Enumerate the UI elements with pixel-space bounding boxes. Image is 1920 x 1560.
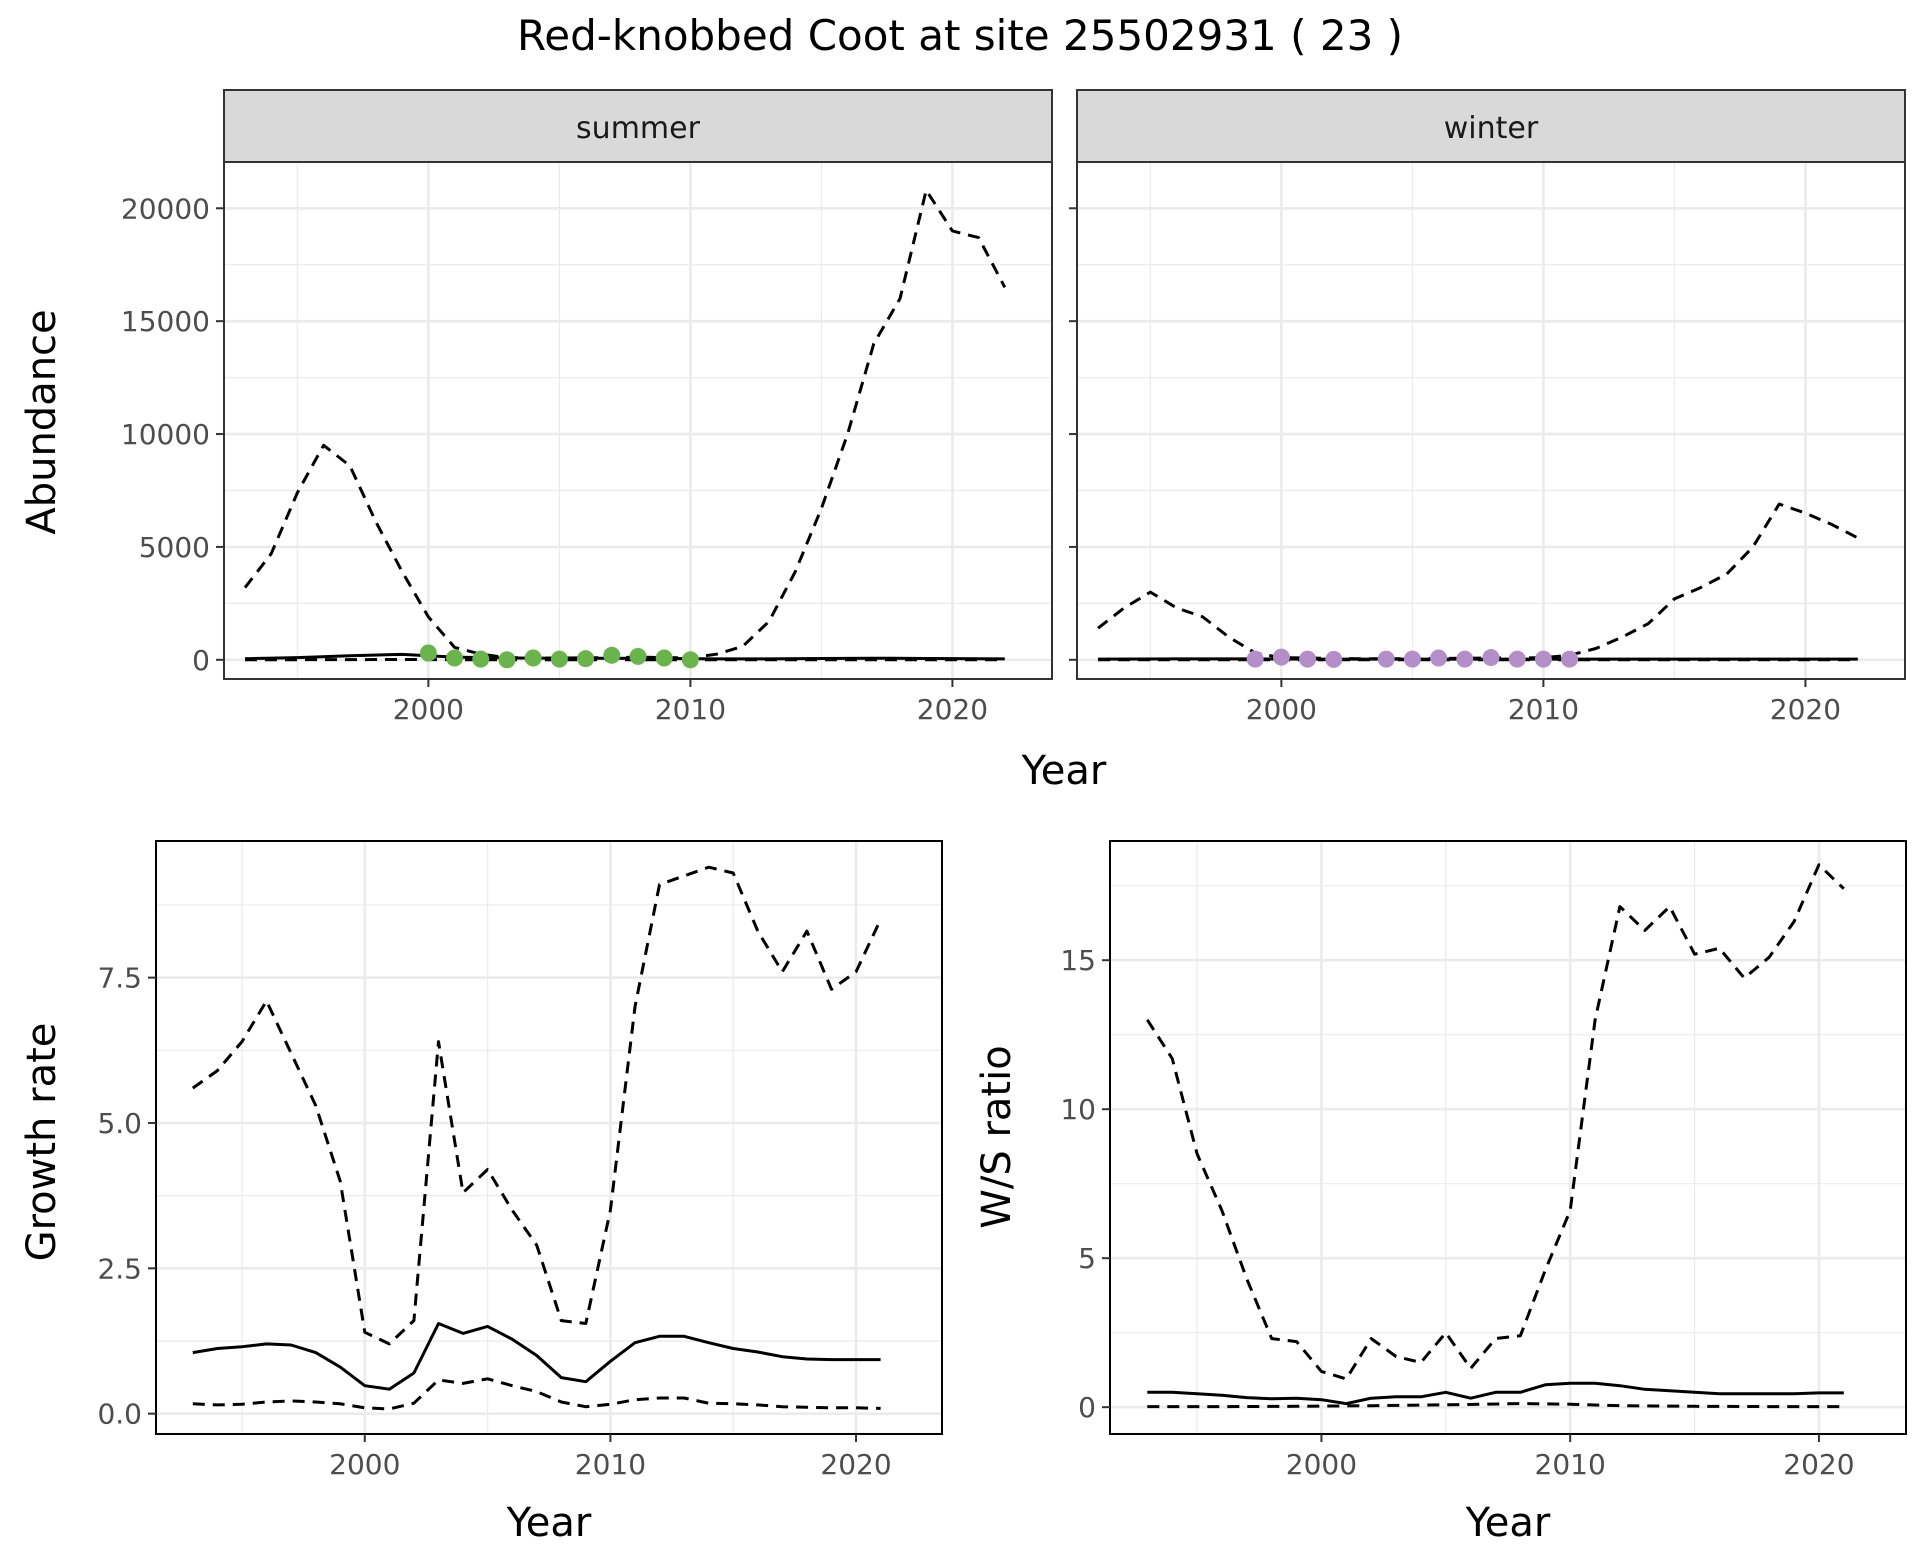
data-point <box>1377 650 1395 668</box>
strip-label-winter: winter <box>1444 111 1539 146</box>
x-tick-label: 2020 <box>1770 693 1841 726</box>
data-point <box>1534 650 1552 668</box>
chart-title: Red-knobbed Coot at site 25502931 ( 23 ) <box>517 11 1403 60</box>
data-point <box>655 649 673 667</box>
y-tick-label: 5.0 <box>97 1107 142 1140</box>
data-point <box>681 651 699 669</box>
ws-ratio-chart: 2000 2010 2020 0 5 10 15 Year W/S ratio <box>974 840 1907 1546</box>
x-tick-label: 2020 <box>917 693 988 726</box>
abundance-x-axis-title: Year <box>1021 748 1107 794</box>
panel-summer: summer 2000 2010 2020 0 5000 10000 15000 20000 <box>121 89 1053 726</box>
dashed-series-line-0 <box>243 188 1007 660</box>
growth-x-axis-title: Year <box>506 1500 592 1546</box>
strip-summer <box>223 89 1053 163</box>
y-tick-label: 5 <box>1078 1242 1096 1275</box>
dashed-series-line-0 <box>191 865 882 1346</box>
abundance-y-axis-title: Abundance <box>19 309 65 534</box>
y-tick-label: 0 <box>1078 1391 1096 1424</box>
y-tick-label: 15000 <box>121 305 210 338</box>
abundance-chart: summer 2000 2010 202005000100001500020000 … <box>19 89 1906 794</box>
panel-background <box>156 841 942 1434</box>
plot-area-ws-ratio: 2000 2010 2020 0 5 10 15 <box>1060 840 1907 1481</box>
plot-area-summer: 2000 2010 2020 0 5000 10000 15000 20000 <box>121 161 1053 726</box>
data-point <box>1508 650 1526 668</box>
y-tick-label: 10000 <box>121 418 210 451</box>
data-point <box>1482 649 1500 667</box>
y-tick-label: 2.5 <box>97 1252 142 1285</box>
growth-rate-chart: 2000 2010 2020 0.0 2.5 5.0 7.5 Year Growth rat… <box>19 840 943 1546</box>
y-tick-label: 0 <box>192 644 210 677</box>
strip-winter <box>1076 89 1906 163</box>
data-point <box>577 650 595 668</box>
data-point <box>550 650 568 668</box>
dashed-series-line-2 <box>192 1377 881 1411</box>
panel-background <box>1110 841 1906 1434</box>
x-tick-label: 2000 <box>393 693 464 726</box>
x-tick-label: 2010 <box>1535 1448 1606 1481</box>
ws-x-axis-title: Year <box>1465 1500 1551 1546</box>
y-tick-label: 20000 <box>121 192 210 225</box>
data-point <box>498 651 516 669</box>
data-point <box>472 650 490 668</box>
growth-y-axis-title: Growth rate <box>19 1023 65 1262</box>
panel-background <box>1077 162 1905 679</box>
x-tick-label: 2010 <box>1508 693 1579 726</box>
panel-border <box>223 161 1053 680</box>
data-point <box>1325 650 1343 668</box>
plot-area-growth: 2000 2010 2020 0.0 2.5 5.0 7.5 <box>97 840 943 1481</box>
panel-border <box>1109 840 1907 1435</box>
y-tick-label: 5000 <box>139 531 210 564</box>
solid-series-line-1 <box>192 1322 881 1391</box>
panel-winter: winter 2000 2010 2020 <box>1069 89 1906 726</box>
y-tick-label: 7.5 <box>97 962 142 995</box>
data-point <box>629 647 647 665</box>
data-point <box>1403 650 1421 668</box>
x-tick-label: 2020 <box>820 1448 891 1481</box>
data-point <box>1272 648 1290 666</box>
data-point <box>524 649 542 667</box>
data-point <box>1430 649 1448 667</box>
data-point <box>1456 650 1474 668</box>
panel-border <box>1076 161 1906 680</box>
ws-y-axis-title: W/S ratio <box>974 1045 1020 1228</box>
x-tick-label: 2000 <box>329 1448 400 1481</box>
strip-label-summer: summer <box>576 111 701 146</box>
data-point <box>603 646 621 664</box>
x-tick-label: 2000 <box>1286 1448 1357 1481</box>
data-point <box>1246 650 1264 668</box>
panel-background <box>224 162 1052 679</box>
y-tick-label: 15 <box>1060 944 1096 977</box>
panel-border <box>155 840 943 1435</box>
y-tick-label: 10 <box>1060 1093 1096 1126</box>
data-point <box>1561 650 1579 668</box>
x-tick-label: 2020 <box>1783 1448 1854 1481</box>
y-tick-label: 0.0 <box>97 1398 142 1431</box>
x-tick-label: 2010 <box>655 693 726 726</box>
dashed-series-line-2 <box>1147 1402 1844 1409</box>
solid-series-line-1 <box>1147 1381 1844 1406</box>
data-point <box>446 649 464 667</box>
data-point <box>419 644 437 662</box>
plot-area-winter: 2000 2010 2020 <box>1069 161 1906 726</box>
dashed-series-line-0 <box>1146 863 1845 1381</box>
data-point <box>1299 650 1317 668</box>
x-tick-label: 2010 <box>575 1448 646 1481</box>
x-tick-label: 2000 <box>1246 693 1317 726</box>
